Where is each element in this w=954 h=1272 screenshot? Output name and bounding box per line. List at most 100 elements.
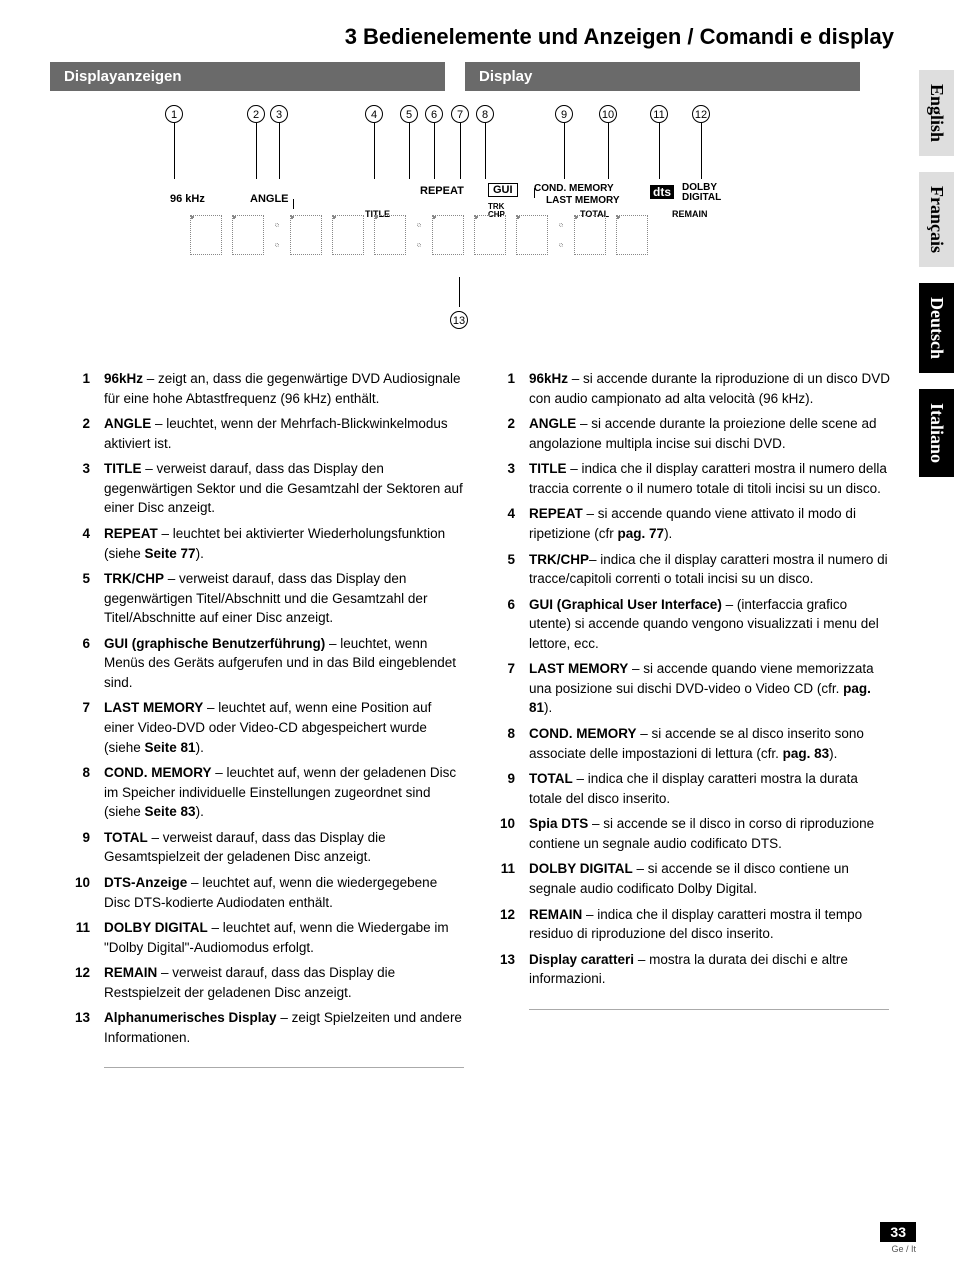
definition-item: 2ANGLE – leuchtet, wenn der Mehrfach-Bli… — [70, 414, 465, 453]
definition-item: 11DOLBY DIGITAL – leuchtet auf, wenn die… — [70, 918, 465, 957]
item-term: COND. MEMORY — [529, 726, 637, 741]
item-body: 96kHz – si accende durante la riproduzio… — [529, 369, 890, 408]
definition-item: 3 TITLE – indica che il display caratteri… — [495, 459, 890, 498]
item-number: 2 — [495, 414, 515, 453]
item-number: 13 — [70, 1008, 90, 1047]
item-term: ANGLE — [104, 416, 151, 431]
callout-13: 13 — [450, 277, 468, 329]
digit-segment — [616, 215, 648, 255]
item-body: REMAIN – indica che il display caratteri… — [529, 905, 890, 944]
ind-angle: ANGLE — [250, 193, 289, 205]
item-term: REMAIN — [104, 965, 157, 980]
colon-icon — [416, 215, 422, 255]
callout-line — [659, 123, 660, 179]
page-title: 3 Bedienelemente und Anzeigen / Comandi … — [0, 0, 954, 62]
item-term: ANGLE — [529, 416, 576, 431]
item-term: REPEAT — [104, 526, 158, 541]
callout-1: 1 — [165, 105, 183, 123]
item-term: REMAIN — [529, 907, 582, 922]
digit-segment — [474, 215, 506, 255]
item-number: 5 — [495, 550, 515, 589]
digit-segment — [516, 215, 548, 255]
digit-segment — [232, 215, 264, 255]
item-body: TITLE – indica che il display caratteri … — [529, 459, 890, 498]
item-term: LAST MEMORY — [529, 661, 628, 676]
item-term: GUI (Graphical User Interface) — [529, 597, 722, 612]
definition-item: 6GUI (graphische Benutzerführung) – leuc… — [70, 634, 465, 693]
display-diagram: 123456789101112 96 kHz ANGLE TITLE REPEA… — [90, 105, 904, 335]
ind-dts: dts — [650, 185, 674, 199]
item-number: 10 — [70, 873, 90, 912]
header-left: Displayanzeigen — [50, 62, 445, 91]
item-number: 11 — [495, 859, 515, 898]
digit-display — [190, 215, 854, 255]
item-body: GUI (graphische Benutzerführung) – leuch… — [104, 634, 465, 693]
definition-item: 9 TOTAL – indica che il display caratteri… — [495, 769, 890, 808]
page-number: 33 — [880, 1222, 916, 1242]
item-body: ANGLE – leuchtet, wenn der Mehrfach-Blic… — [104, 414, 465, 453]
callout-line — [374, 123, 375, 179]
callout-line — [608, 123, 609, 179]
callout-line — [256, 123, 257, 179]
definition-item: 10 Spia DTS – si accende se il disco in … — [495, 814, 890, 853]
content-columns: 196kHz – zeigt an, dass die gegenwärtige… — [0, 345, 954, 1068]
item-body: Alphanumerisches Display – zeigt Spielze… — [104, 1008, 465, 1047]
definition-item: 6GUI (Graphical User Interface) – (inter… — [495, 595, 890, 654]
callout-12: 12 — [692, 105, 710, 123]
item-number: 11 — [70, 918, 90, 957]
column-german: 196kHz – zeigt an, dass die gegenwärtige… — [70, 369, 465, 1068]
callout-line — [460, 123, 461, 179]
ind-last: LAST MEMORY — [546, 195, 620, 206]
callout-6: 6 — [425, 105, 443, 123]
lang-tab-deutsch[interactable]: Deutsch — [919, 283, 954, 373]
ind-96khz: 96 kHz — [170, 193, 205, 205]
callout-line — [485, 123, 486, 179]
digit-segment — [190, 215, 222, 255]
item-number: 3 — [495, 459, 515, 498]
item-body: DOLBY DIGITAL – si accende se il disco c… — [529, 859, 890, 898]
column-divider — [104, 1067, 464, 1068]
lang-tab-english[interactable]: English — [919, 70, 954, 156]
item-number: 1 — [495, 369, 515, 408]
language-tabs: English Français Deutsch Italiano — [919, 70, 954, 477]
ind-repeat: REPEAT — [420, 185, 464, 197]
callout-8: 8 — [476, 105, 494, 123]
item-body: TOTAL – indica che il display caratteri … — [529, 769, 890, 808]
lang-tab-italiano[interactable]: Italiano — [919, 389, 954, 477]
item-number: 10 — [495, 814, 515, 853]
lang-tab-français[interactable]: Français — [919, 172, 954, 267]
item-number: 5 — [70, 569, 90, 628]
digit-segment — [432, 215, 464, 255]
callout-2: 2 — [247, 105, 265, 123]
item-number: 9 — [495, 769, 515, 808]
item-number: 6 — [495, 595, 515, 654]
item-body: COND. MEMORY – si accende se al disco in… — [529, 724, 890, 763]
item-body: GUI (Graphical User Interface) – (interf… — [529, 595, 890, 654]
definition-item: 13Display caratteri – mostra la durata d… — [495, 950, 890, 989]
item-term: 96kHz — [529, 371, 568, 386]
definition-item: 9TOTAL – verweist darauf, dass das Displ… — [70, 828, 465, 867]
item-term: Display caratteri — [529, 952, 634, 967]
item-term: DOLBY DIGITAL — [104, 920, 208, 935]
item-number: 7 — [495, 659, 515, 718]
callout-line — [409, 123, 410, 179]
definition-item: 1 96kHz – si accende durante la riproduzi… — [495, 369, 890, 408]
item-body: LAST MEMORY – leuchtet auf, wenn eine Po… — [104, 698, 465, 757]
item-ref: pag. 83 — [783, 746, 830, 761]
item-number: 6 — [70, 634, 90, 693]
item-body: REPEAT – leuchtet bei aktivierter Wieder… — [104, 524, 465, 563]
ind-gui: GUI — [488, 183, 518, 197]
ind-cond: COND. MEMORY — [534, 183, 614, 194]
item-body: REPEAT – si accende quando viene attivat… — [529, 504, 890, 543]
item-ref: pag. 81 — [529, 681, 871, 716]
item-term: TOTAL — [529, 771, 573, 786]
callout-line — [279, 123, 280, 179]
item-body: DTS-Anzeige – leuchtet auf, wenn die wie… — [104, 873, 465, 912]
item-number: 12 — [70, 963, 90, 1002]
item-number: 4 — [495, 504, 515, 543]
callout-5: 5 — [400, 105, 418, 123]
item-number: 8 — [495, 724, 515, 763]
item-body: ANGLE – si accende durante la proiezione… — [529, 414, 890, 453]
digit-segment — [574, 215, 606, 255]
item-body: COND. MEMORY – leuchtet auf, wenn der ge… — [104, 763, 465, 822]
